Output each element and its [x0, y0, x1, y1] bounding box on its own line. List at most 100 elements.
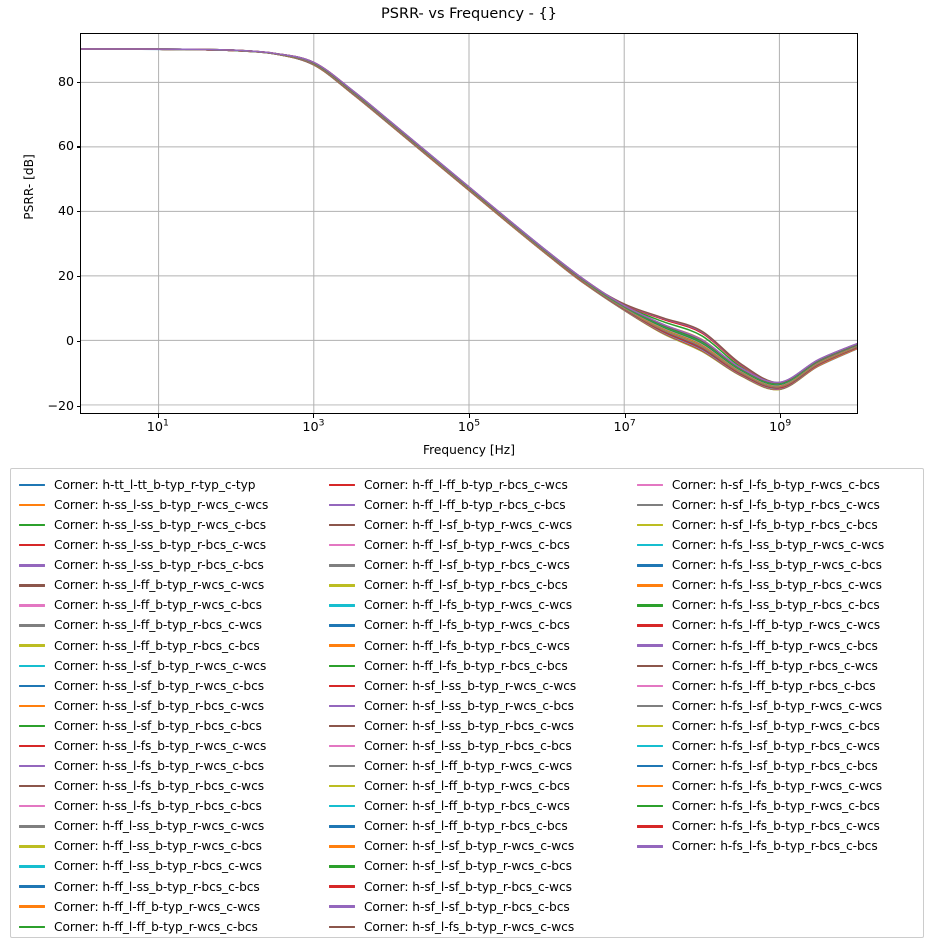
psrr-curve — [81, 48, 857, 389]
legend-entry[interactable]: Corner: h-fs_l-fs_b-typ_r-wcs_c-wcs — [635, 776, 919, 796]
legend-entry[interactable]: Corner: h-fs_l-ff_b-typ_r-bcs_c-bcs — [635, 676, 919, 696]
legend-entry[interactable]: Corner: h-fs_l-sf_b-typ_r-wcs_c-wcs — [635, 696, 919, 716]
legend-entry[interactable]: Corner: h-ff_l-sf_b-typ_r-bcs_c-bcs — [327, 575, 635, 595]
legend-label: Corner: h-ff_l-sf_b-typ_r-bcs_c-bcs — [363, 578, 568, 593]
legend-entry[interactable]: Corner: h-sf_l-fs_b-typ_r-bcs_c-bcs — [635, 515, 919, 535]
legend-entry[interactable]: Corner: h-sf_l-ss_b-typ_r-wcs_c-bcs — [327, 696, 635, 716]
legend-entry[interactable]: Corner: h-ff_l-ff_b-typ_r-bcs_c-wcs — [327, 475, 635, 495]
legend-entry[interactable]: Corner: h-ss_l-ss_b-typ_r-bcs_c-bcs — [17, 555, 327, 575]
legend-label: Corner: h-sf_l-fs_b-typ_r-wcs_c-wcs — [363, 919, 575, 934]
legend-entry[interactable]: Corner: h-sf_l-sf_b-typ_r-wcs_c-bcs — [327, 856, 635, 876]
legend-entry[interactable]: Corner: h-sf_l-fs_b-typ_r-wcs_c-wcs — [327, 917, 635, 937]
legend-entry[interactable]: Corner: h-sf_l-ff_b-typ_r-wcs_c-bcs — [327, 776, 635, 796]
legend-label: Corner: h-ff_l-fs_b-typ_r-wcs_c-bcs — [363, 618, 570, 633]
psrr-curve — [81, 48, 857, 390]
legend-entry[interactable]: Corner: h-tt_l-tt_b-typ_r-typ_c-typ — [17, 475, 327, 495]
legend-color-swatch — [328, 684, 355, 688]
legend-color-swatch — [328, 724, 355, 728]
legend-entry[interactable]: Corner: h-fs_l-ff_b-typ_r-wcs_c-wcs — [635, 616, 919, 636]
psrr-curve — [81, 48, 857, 388]
legend-label: Corner: h-fs_l-fs_b-typ_r-bcs_c-bcs — [671, 839, 878, 854]
legend-entry[interactable]: Corner: h-ss_l-ff_b-typ_r-bcs_c-bcs — [17, 636, 327, 656]
legend-color-swatch — [328, 564, 355, 567]
legend-entry[interactable]: Corner: h-fs_l-fs_b-typ_r-bcs_c-wcs — [635, 816, 919, 836]
legend-color-swatch — [636, 684, 663, 688]
legend-entry[interactable]: Corner: h-ff_l-fs_b-typ_r-bcs_c-bcs — [327, 656, 635, 676]
legend-entry[interactable]: Corner: h-ss_l-sf_b-typ_r-wcs_c-wcs — [17, 656, 327, 676]
legend-entry[interactable]: Corner: h-fs_l-ss_b-typ_r-wcs_c-wcs — [635, 535, 919, 555]
legend-color-swatch — [19, 925, 45, 928]
legend-entry[interactable]: Corner: h-ff_l-ss_b-typ_r-bcs_c-wcs — [17, 856, 327, 876]
psrr-curve — [81, 48, 857, 387]
psrr-curve — [81, 48, 857, 390]
legend-entry[interactable]: Corner: h-ss_l-sf_b-typ_r-bcs_c-bcs — [17, 716, 327, 736]
legend-label: Corner: h-ss_l-ss_b-typ_r-wcs_c-bcs — [54, 518, 267, 533]
legend-entry[interactable]: Corner: h-sf_l-ff_b-typ_r-bcs_c-wcs — [327, 796, 635, 816]
legend-entry[interactable]: Corner: h-fs_l-sf_b-typ_r-bcs_c-bcs — [635, 756, 919, 776]
legend-entry[interactable]: Corner: h-ss_l-ss_b-typ_r-wcs_c-wcs — [17, 495, 327, 515]
psrr-curve — [81, 48, 857, 387]
psrr-curve — [81, 48, 857, 385]
legend-entry[interactable]: Corner: h-ss_l-fs_b-typ_r-bcs_c-bcs — [17, 796, 327, 816]
legend-entry[interactable]: Corner: h-ss_l-fs_b-typ_r-bcs_c-wcs — [17, 776, 327, 796]
legend-entry[interactable]: Corner: h-ff_l-fs_b-typ_r-wcs_c-bcs — [327, 616, 635, 636]
legend-entry[interactable]: Corner: h-sf_l-ff_b-typ_r-bcs_c-bcs — [327, 816, 635, 836]
legend-entry[interactable]: Corner: h-sf_l-sf_b-typ_r-bcs_c-wcs — [327, 877, 635, 897]
legend-entry[interactable]: Corner: h-sf_l-sf_b-typ_r-bcs_c-bcs — [327, 897, 635, 917]
psrr-curve — [81, 48, 857, 387]
legend-entry[interactable]: Corner: h-sf_l-fs_b-typ_r-wcs_c-bcs — [635, 475, 919, 495]
legend-entry[interactable]: Corner: h-ff_l-fs_b-typ_r-bcs_c-wcs — [327, 636, 635, 656]
legend-entry[interactable]: Corner: h-ff_l-ss_b-typ_r-wcs_c-wcs — [17, 816, 327, 836]
legend-entry[interactable]: Corner: h-sf_l-sf_b-typ_r-wcs_c-wcs — [327, 836, 635, 856]
legend-label: Corner: h-ff_l-ss_b-typ_r-wcs_c-bcs — [54, 839, 262, 854]
legend-entry[interactable]: Corner: h-ss_l-sf_b-typ_r-wcs_c-bcs — [17, 676, 327, 696]
legend-entry[interactable]: Corner: h-ff_l-ss_b-typ_r-bcs_c-bcs — [17, 877, 327, 897]
legend-entry[interactable]: Corner: h-ss_l-ff_b-typ_r-wcs_c-wcs — [17, 575, 327, 595]
legend-color-swatch — [328, 704, 355, 708]
legend-entry[interactable]: Corner: h-ff_l-ff_b-typ_r-bcs_c-bcs — [327, 495, 635, 515]
legend-entry[interactable]: Corner: h-fs_l-sf_b-typ_r-wcs_c-bcs — [635, 716, 919, 736]
legend-color-swatch — [19, 744, 45, 748]
legend-entry[interactable]: Corner: h-ss_l-ff_b-typ_r-wcs_c-bcs — [17, 595, 327, 615]
y-tick-mark — [76, 276, 80, 278]
legend-entry[interactable]: Corner: h-ss_l-ss_b-typ_r-bcs_c-wcs — [17, 535, 327, 555]
legend-entry[interactable]: Corner: h-ff_l-ff_b-typ_r-wcs_c-bcs — [17, 917, 327, 937]
legend-entry[interactable]: Corner: h-ff_l-fs_b-typ_r-wcs_c-wcs — [327, 595, 635, 615]
legend-entry[interactable]: Corner: h-fs_l-ss_b-typ_r-bcs_c-wcs — [635, 575, 919, 595]
legend-entry[interactable]: Corner: h-ff_l-sf_b-typ_r-bcs_c-wcs — [327, 555, 635, 575]
psrr-curve — [81, 48, 857, 384]
legend-label: Corner: h-ff_l-fs_b-typ_r-bcs_c-bcs — [363, 658, 568, 673]
legend-color-swatch — [636, 604, 663, 607]
legend-entry[interactable]: Corner: h-ss_l-ff_b-typ_r-bcs_c-wcs — [17, 616, 327, 636]
legend-box[interactable]: Corner: h-tt_l-tt_b-typ_r-typ_c-typ Corne… — [10, 468, 924, 938]
legend-entry[interactable]: Corner: h-sf_l-ss_b-typ_r-bcs_c-wcs — [327, 716, 635, 736]
legend-color-swatch — [19, 865, 45, 868]
legend-entry[interactable]: Corner: h-fs_l-fs_b-typ_r-bcs_c-bcs — [635, 836, 919, 856]
psrr-curve — [81, 48, 857, 390]
legend-entry[interactable]: Corner: h-sf_l-ff_b-typ_r-wcs_c-wcs — [327, 756, 635, 776]
legend-entry[interactable]: Corner: h-ss_l-fs_b-typ_r-wcs_c-wcs — [17, 736, 327, 756]
legend-entry[interactable]: Corner: h-ff_l-sf_b-typ_r-wcs_c-wcs — [327, 515, 635, 535]
legend-entry[interactable]: Corner: h-ff_l-sf_b-typ_r-wcs_c-bcs — [327, 535, 635, 555]
legend-label: Corner: h-ff_l-sf_b-typ_r-wcs_c-wcs — [363, 518, 573, 533]
legend-color-swatch — [328, 503, 355, 507]
legend-entry[interactable]: Corner: h-fs_l-ff_b-typ_r-bcs_c-wcs — [635, 656, 919, 676]
legend-entry[interactable]: Corner: h-ss_l-ss_b-typ_r-wcs_c-bcs — [17, 515, 327, 535]
legend-entry[interactable]: Corner: h-ss_l-fs_b-typ_r-wcs_c-bcs — [17, 756, 327, 776]
legend-entry[interactable]: Corner: h-sf_l-ss_b-typ_r-bcs_c-bcs — [327, 736, 635, 756]
legend-label: Corner: h-fs_l-fs_b-typ_r-bcs_c-wcs — [671, 819, 880, 834]
legend-entry[interactable]: Corner: h-fs_l-ss_b-typ_r-wcs_c-bcs — [635, 555, 919, 575]
legend-entry[interactable]: Corner: h-fs_l-fs_b-typ_r-wcs_c-bcs — [635, 796, 919, 816]
legend-entry[interactable]: Corner: h-ff_l-ss_b-typ_r-wcs_c-bcs — [17, 836, 327, 856]
legend-entry[interactable]: Corner: h-fs_l-sf_b-typ_r-bcs_c-wcs — [635, 736, 919, 756]
legend-entry[interactable]: Corner: h-sf_l-ss_b-typ_r-wcs_c-wcs — [327, 676, 635, 696]
legend-label: Corner: h-fs_l-sf_b-typ_r-wcs_c-wcs — [671, 698, 883, 713]
legend-entry[interactable]: Corner: h-sf_l-fs_b-typ_r-bcs_c-wcs — [635, 495, 919, 515]
legend-entry[interactable]: Corner: h-fs_l-ss_b-typ_r-bcs_c-bcs — [635, 595, 919, 615]
psrr-curve — [81, 48, 857, 389]
legend-entry[interactable]: Corner: h-fs_l-ff_b-typ_r-wcs_c-bcs — [635, 636, 919, 656]
legend-entry[interactable]: Corner: h-ss_l-sf_b-typ_r-bcs_c-wcs — [17, 696, 327, 716]
legend-color-swatch — [328, 624, 355, 627]
legend-entry[interactable]: Corner: h-ff_l-ff_b-typ_r-wcs_c-wcs — [17, 897, 327, 917]
y-tick-label: 80 — [57, 73, 74, 89]
